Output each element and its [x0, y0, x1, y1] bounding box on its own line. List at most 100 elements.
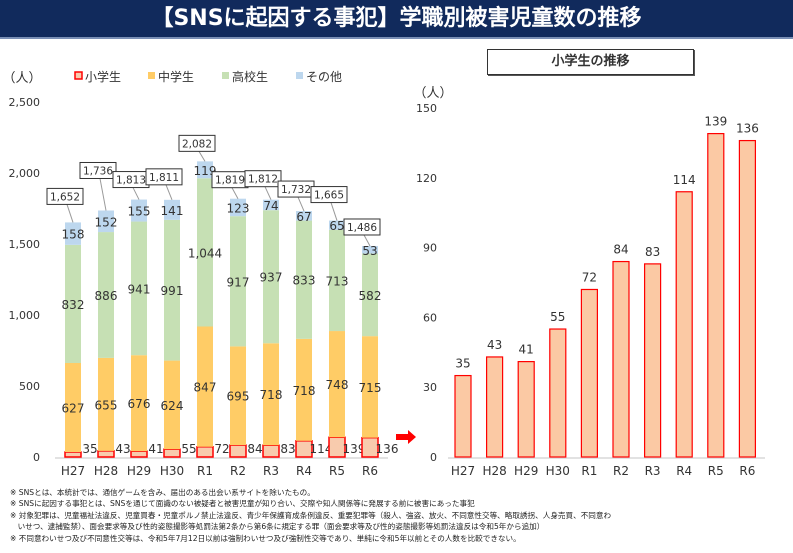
data-label: 886	[95, 289, 118, 303]
data-label: 937	[260, 271, 283, 285]
leader-line	[330, 202, 338, 221]
x-tick-label: R3	[645, 464, 661, 478]
legend-label: 小学生	[85, 69, 121, 84]
total-box	[178, 134, 216, 152]
data-label: 582	[359, 289, 382, 303]
legend-label: 中学生	[158, 69, 194, 84]
leader-line	[165, 184, 173, 201]
data-label: 35	[455, 357, 470, 371]
x-tick-label: R1	[197, 464, 213, 478]
bar-その他	[131, 199, 147, 222]
data-label: 119	[194, 164, 217, 178]
bar-小学生	[229, 444, 247, 458]
bar-その他	[65, 222, 81, 245]
total-label: 1,652	[50, 191, 80, 203]
data-label: 1,044	[188, 246, 222, 260]
bar-高校生	[98, 232, 114, 358]
data-label: 41	[148, 442, 163, 456]
data-label: 83	[645, 245, 660, 259]
y-tick-label: 150	[416, 102, 437, 115]
data-label: 152	[95, 215, 118, 229]
y-tick-label: 0	[33, 451, 40, 464]
leader-line	[297, 196, 305, 212]
leader-line	[363, 234, 371, 247]
title-divider	[0, 37, 793, 39]
leader-line	[66, 204, 74, 223]
y-tick-label: 0	[430, 451, 437, 464]
leader-line	[99, 178, 107, 211]
total-box	[46, 187, 84, 205]
x-tick-label: H30	[160, 464, 184, 478]
x-tick-label: R6	[362, 464, 378, 478]
bar-elementary	[580, 288, 599, 458]
x-tick-label: H29	[127, 464, 151, 478]
total-label: 1,819	[215, 175, 245, 187]
data-label: 847	[194, 381, 217, 395]
data-label: 139	[343, 442, 366, 456]
data-label: 676	[128, 397, 151, 411]
data-label: 624	[161, 399, 184, 413]
bar-高校生	[65, 244, 81, 363]
bar-elementary	[738, 139, 757, 458]
data-label: 83	[280, 442, 295, 456]
data-label: 55	[550, 310, 565, 324]
bar-elementary	[486, 356, 504, 458]
footnote: ※ SNSに起因する事犯とは、SNSを通じて面識のない被疑者と被害児童が知り合い…	[10, 499, 475, 509]
data-label: 141	[161, 204, 184, 218]
bar-elementary	[707, 132, 725, 458]
bar-中学生	[98, 357, 114, 451]
x-tick-label: R4	[296, 464, 312, 478]
bar-中学生	[296, 338, 312, 441]
total-label: 1,732	[281, 184, 311, 196]
data-label: 713	[326, 274, 349, 288]
bar-中学生	[362, 336, 378, 438]
data-label: 833	[293, 274, 316, 288]
x-tick-label: H29	[514, 464, 538, 478]
data-label: 136	[736, 122, 759, 136]
bar-中学生	[164, 360, 180, 450]
bar-中学生	[230, 346, 246, 446]
data-label: 74	[263, 199, 278, 213]
data-label: 53	[362, 244, 377, 258]
leader-line	[264, 186, 272, 200]
bar-elementary	[643, 263, 662, 458]
y-axis-unit: （人）	[413, 86, 452, 101]
total-label: 1,811	[149, 172, 179, 184]
bar-elementary	[454, 374, 472, 458]
y-tick-label: 500	[19, 380, 40, 393]
bar-高校生	[131, 221, 147, 356]
y-tick-label: 2,000	[9, 167, 41, 180]
data-label: 718	[260, 388, 283, 402]
total-box	[145, 168, 183, 186]
y-tick-label: 120	[416, 172, 437, 185]
data-label: 43	[487, 338, 502, 352]
data-label: 695	[227, 390, 250, 404]
x-tick-label: H27	[451, 464, 475, 478]
data-label: 627	[62, 402, 85, 416]
leader-line	[198, 151, 206, 162]
x-tick-label: R2	[230, 464, 246, 478]
data-label: 139	[704, 115, 727, 129]
x-tick-label: H30	[546, 464, 570, 478]
data-label: 114	[310, 442, 333, 456]
right-chart-title: 小学生の推移	[487, 49, 694, 75]
bar-elementary	[675, 191, 693, 458]
bar-その他	[197, 161, 213, 179]
bar-中学生	[263, 343, 279, 446]
x-tick-label: R6	[739, 464, 755, 478]
data-label: 72	[582, 270, 597, 284]
bar-小学生	[163, 448, 181, 458]
x-tick-label: R4	[676, 464, 692, 478]
x-tick-label: R3	[263, 464, 279, 478]
bar-高校生	[230, 216, 246, 347]
y-axis-unit: （人）	[2, 71, 41, 86]
data-label: 748	[326, 378, 349, 392]
y-tick-label: 30	[423, 381, 437, 394]
data-label: 43	[115, 442, 130, 456]
data-label: 136	[376, 442, 399, 456]
x-tick-label: H28	[94, 464, 118, 478]
bar-elementary	[612, 260, 630, 458]
footnote: いせつ、逮捕監禁）、面会要求等及び性的姿態撮影等処罰法第2条から第6条に規定する…	[10, 522, 545, 532]
bar-中学生	[329, 331, 345, 438]
data-label: 84	[613, 243, 628, 257]
